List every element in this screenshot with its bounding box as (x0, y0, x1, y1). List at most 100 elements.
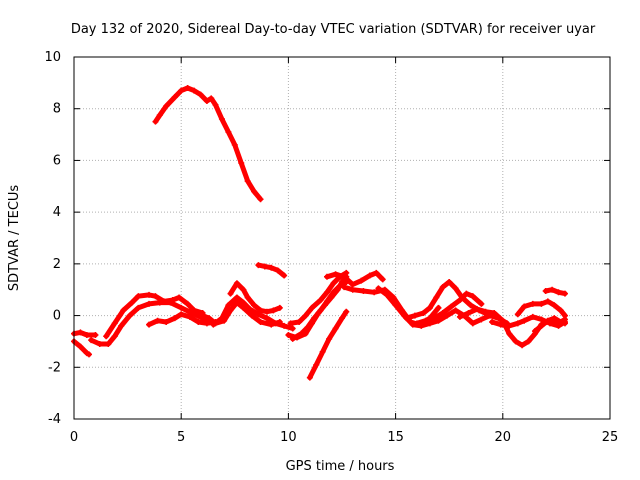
y-tick-label: 10 (44, 50, 61, 65)
data-point (88, 337, 95, 344)
data-point (467, 302, 474, 309)
data-point (555, 322, 562, 329)
data-point (339, 315, 345, 322)
data-point (341, 284, 348, 291)
data-point (306, 374, 313, 381)
series-line-s6 (153, 85, 263, 202)
data-point (456, 313, 463, 320)
data-point (456, 297, 463, 304)
data-point (431, 315, 438, 322)
data-point (135, 293, 142, 300)
data-point (244, 178, 251, 185)
data-point (538, 316, 545, 323)
data-point (317, 297, 324, 304)
data-point (411, 312, 418, 319)
data-point (212, 101, 219, 108)
data-point (420, 309, 427, 316)
data-point (349, 286, 356, 293)
data-point (422, 317, 429, 324)
chart-title: Day 132 of 2020, Sidereal Day-to-day VTE… (71, 22, 596, 37)
data-point (336, 282, 343, 289)
data-point (281, 322, 288, 329)
y-tick-label: 4 (53, 205, 61, 220)
series-points-s14 (289, 278, 350, 342)
data-point (561, 320, 568, 327)
data-point (452, 307, 459, 314)
x-tick-label: 10 (280, 430, 297, 445)
data-point (330, 280, 337, 287)
data-point (313, 361, 320, 368)
data-point (233, 294, 240, 301)
data-point (169, 297, 176, 304)
data-point (512, 338, 519, 345)
data-point (178, 87, 185, 94)
data-point (96, 341, 103, 348)
data-point (358, 277, 365, 284)
data-point (538, 300, 545, 307)
data-point (195, 319, 202, 326)
data-point (146, 291, 153, 298)
data-point (392, 302, 399, 309)
data-point (439, 309, 446, 316)
data-point (163, 319, 170, 326)
y-tick-label: 0 (53, 309, 61, 324)
data-point (538, 322, 545, 329)
data-point (191, 87, 198, 94)
axis-ticks (73, 56, 611, 420)
data-point (257, 196, 264, 203)
data-point (163, 103, 170, 110)
data-series (71, 85, 568, 381)
data-point (373, 269, 380, 276)
data-point (161, 298, 168, 305)
data-point (171, 94, 178, 101)
y-tick-labels: -4 -2 0 2 4 6 8 10 (44, 50, 61, 427)
data-point (469, 293, 476, 300)
data-point (379, 276, 386, 283)
series-line-s24 (543, 287, 568, 297)
data-point (248, 312, 255, 319)
data-point (323, 289, 330, 296)
data-point (366, 272, 373, 279)
data-point (103, 333, 110, 340)
data-point (251, 302, 258, 309)
data-point (276, 304, 283, 311)
data-point (118, 322, 125, 329)
data-point (171, 315, 178, 322)
data-point (435, 317, 442, 324)
data-point (176, 294, 183, 301)
y-tick-label: 2 (53, 257, 61, 272)
data-point (506, 322, 513, 329)
data-point (296, 319, 303, 326)
data-point (311, 315, 318, 322)
data-point (478, 316, 485, 323)
data-point (289, 325, 296, 332)
data-point (178, 311, 185, 318)
data-point (255, 262, 262, 269)
data-point (435, 304, 442, 311)
data-point (126, 312, 133, 319)
data-point (542, 288, 549, 295)
series-points-s10 (255, 262, 288, 279)
data-point (525, 338, 532, 345)
data-point (203, 97, 210, 104)
data-point (206, 315, 213, 322)
data-point (491, 309, 498, 316)
y-axis-label: SDTVAR / TECUs (7, 185, 22, 292)
data-point (489, 319, 496, 326)
data-point (210, 321, 217, 328)
series-points-s9 (227, 280, 283, 315)
data-point (529, 300, 536, 307)
data-point (86, 351, 93, 358)
data-point (285, 331, 292, 338)
x-tick-label: 15 (387, 430, 404, 445)
data-point (238, 160, 245, 167)
series-points-s6 (152, 85, 264, 203)
data-point (227, 290, 234, 297)
data-point (341, 273, 348, 280)
data-point (561, 290, 568, 297)
data-point (208, 95, 215, 102)
data-point (240, 299, 247, 306)
data-point (544, 317, 551, 324)
data-point (414, 320, 421, 327)
data-point (270, 307, 277, 314)
